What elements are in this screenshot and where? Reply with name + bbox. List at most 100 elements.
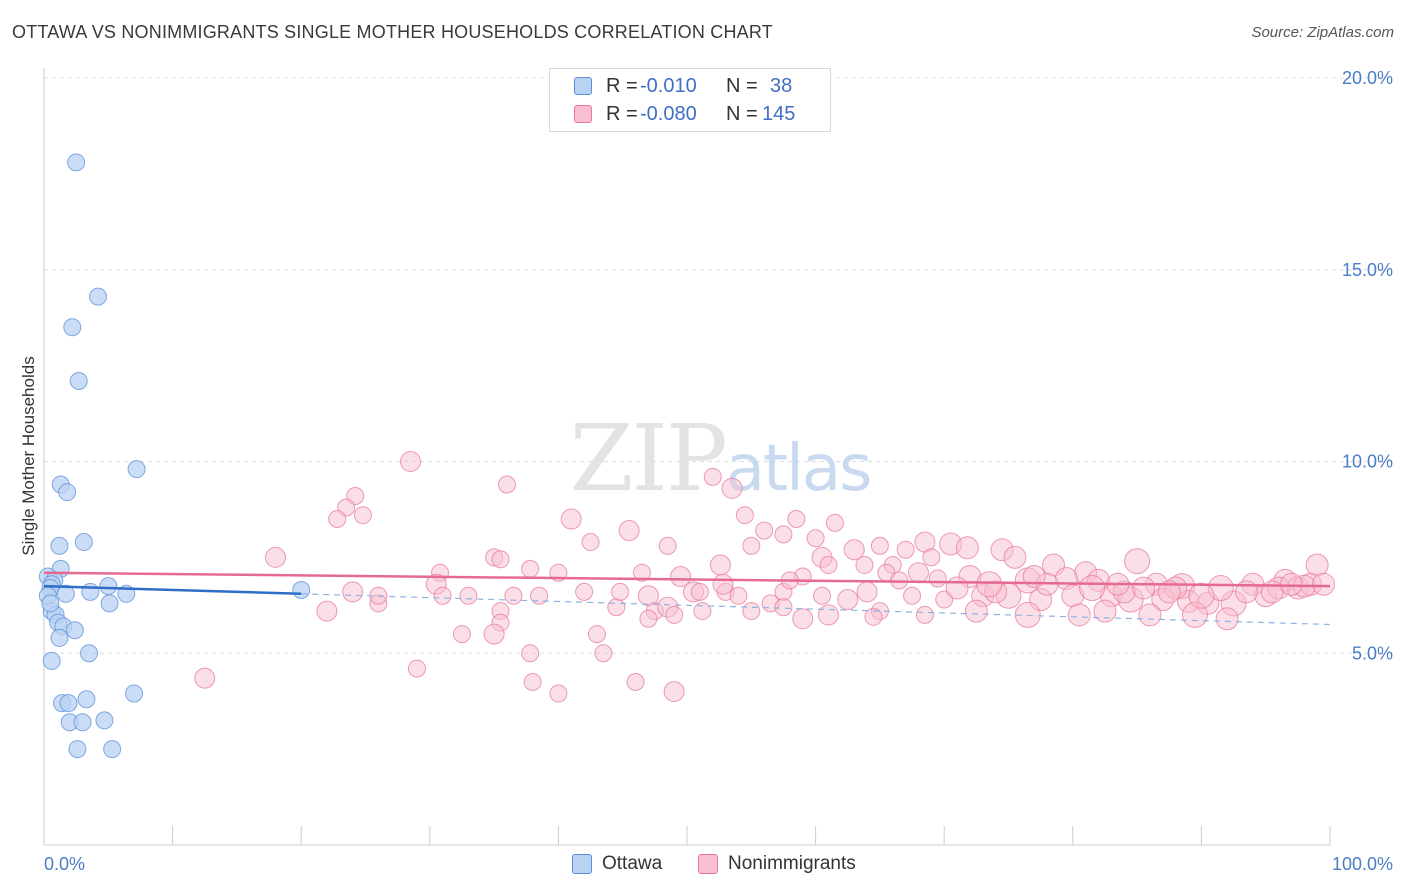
nonimmigrants-point — [1157, 580, 1181, 604]
nonimmigrants-point — [594, 644, 613, 663]
nonimmigrants-point — [433, 586, 452, 605]
y-tick-label: 5.0% — [1352, 643, 1393, 663]
nonimmigrants-point — [521, 644, 540, 663]
y-tick-label: 20.0% — [1342, 68, 1393, 88]
ottawa-point — [73, 713, 92, 732]
ottawa-legend-label: Ottawa — [602, 853, 663, 874]
nonimmigrants-point — [787, 510, 806, 529]
nonimmigrants-point — [721, 477, 743, 499]
ottawa-point — [103, 740, 122, 759]
nonimmigrants-point — [976, 571, 1003, 598]
chart-source: Source: ZipAtlas.com — [1251, 24, 1394, 41]
ottawa-point — [127, 460, 146, 479]
ottawa-swatch — [574, 77, 592, 95]
nonimmigrants-point — [817, 604, 839, 626]
nonimmigrants-point — [712, 573, 734, 595]
nonimmigrants-point — [1132, 576, 1156, 600]
nonimmigrants-point — [581, 533, 600, 552]
nonimmigrants-point — [658, 536, 677, 555]
nonimmigrants-point — [819, 556, 838, 575]
nonimmigrants-point — [693, 602, 712, 621]
legend-row-ottawa: R = -0.010 N = 38 — [574, 73, 792, 99]
nonimmigrants-point — [639, 609, 658, 628]
nonimmigrants-point — [521, 559, 540, 578]
trend-lines — [43, 571, 1331, 626]
nonimmigrants-point — [896, 540, 915, 559]
ottawa-point — [74, 533, 93, 552]
ottawa-point — [89, 287, 108, 306]
nonimmigrants-point — [1138, 603, 1162, 627]
correlation-legend: R = -0.010 N = 38 R = -0.080 N = 145 — [549, 68, 831, 132]
nonimmigrants-point — [922, 548, 941, 567]
bottom-legend-nonimmigrants: Nonimmigrants — [698, 852, 856, 876]
nonimmigrants-point — [1312, 572, 1336, 596]
nonimmigrants-point — [575, 582, 594, 601]
ottawa-point — [58, 483, 77, 502]
nonimmigrants-legend-label: Nonimmigrants — [728, 853, 856, 874]
nonimmigrants-point — [530, 586, 549, 605]
ottawa-point — [69, 371, 88, 390]
nonimmigrants-point — [663, 681, 685, 703]
nonimmigrants-point — [964, 599, 988, 623]
nonimmigrants-point — [864, 607, 883, 626]
nonimmigrants-point — [735, 506, 754, 525]
ottawa-point — [125, 684, 144, 703]
nonimmigrants-point — [353, 506, 372, 525]
legend-n-value: 145 — [762, 102, 796, 125]
legend-r-value: -0.010 — [640, 74, 697, 97]
ottawa-point — [99, 577, 118, 596]
ottawa-point — [77, 690, 96, 709]
nonimmigrants-point — [742, 602, 761, 621]
ottawa-point — [68, 740, 87, 759]
nonimmigrants-point — [955, 536, 979, 560]
nonimmigrants-point — [497, 475, 516, 494]
nonimmigrants-point — [1093, 599, 1117, 623]
nonimmigrants-point — [491, 550, 510, 569]
legend-n-label: N = — [726, 74, 758, 97]
nonimmigrants-point — [774, 525, 793, 544]
ottawa-point — [95, 711, 114, 730]
bottom-legend-ottawa: Ottawa — [572, 852, 662, 876]
nonimmigrants-point — [452, 625, 471, 644]
ottawa-point — [65, 621, 84, 640]
ottawa-point — [80, 644, 99, 663]
nonimmigrants-point — [774, 598, 793, 617]
nonimmigrants-swatch — [574, 105, 592, 123]
y-axis-tick-labels: 5.0% 10.0% 15.0% 20.0% — [1342, 68, 1393, 663]
legend-r-label: R = — [606, 74, 638, 97]
y-tick-label: 10.0% — [1342, 452, 1393, 472]
nonimmigrants-point — [194, 667, 216, 689]
nonimmigrants-point — [400, 451, 422, 472]
nonimmigrants-point — [342, 581, 364, 603]
ottawa-point — [67, 153, 86, 172]
legend-n-label: N = — [726, 102, 758, 125]
nonimmigrants-point — [587, 625, 606, 644]
ottawa-point — [50, 536, 69, 555]
watermark-atlas: atlas — [726, 432, 871, 506]
nonimmigrants-points — [194, 451, 1336, 703]
nonimmigrants-point — [670, 566, 692, 588]
nonimmigrants-point — [928, 569, 947, 588]
nonimmigrants-point — [729, 586, 748, 605]
nonimmigrants-point — [611, 582, 630, 601]
nonimmigrants-point — [523, 673, 542, 692]
nonimmigrants-point — [806, 529, 825, 548]
nonimmigrants-point — [690, 582, 709, 601]
nonimmigrants-point — [328, 510, 347, 529]
nonimmigrants-point — [1067, 603, 1091, 627]
nonimmigrants-point — [665, 605, 684, 624]
nonimmigrants-point — [813, 586, 832, 605]
nonimmigrants-point — [870, 536, 889, 555]
legend-row-nonimmigrants: R = -0.080 N = 145 — [574, 101, 795, 127]
legend-r-label: R = — [606, 102, 638, 125]
nonimmigrants-trend-line — [43, 571, 1331, 588]
nonimmigrants-point — [855, 556, 874, 575]
nonimmigrants-legend-swatch — [698, 854, 718, 874]
nonimmigrants-point — [1124, 548, 1151, 575]
ottawa-point — [56, 584, 75, 603]
nonimmigrants-point — [1279, 572, 1303, 596]
nonimmigrants-point — [1260, 580, 1284, 604]
nonimmigrants-point — [1003, 545, 1027, 569]
nonimmigrants-point — [837, 589, 859, 611]
